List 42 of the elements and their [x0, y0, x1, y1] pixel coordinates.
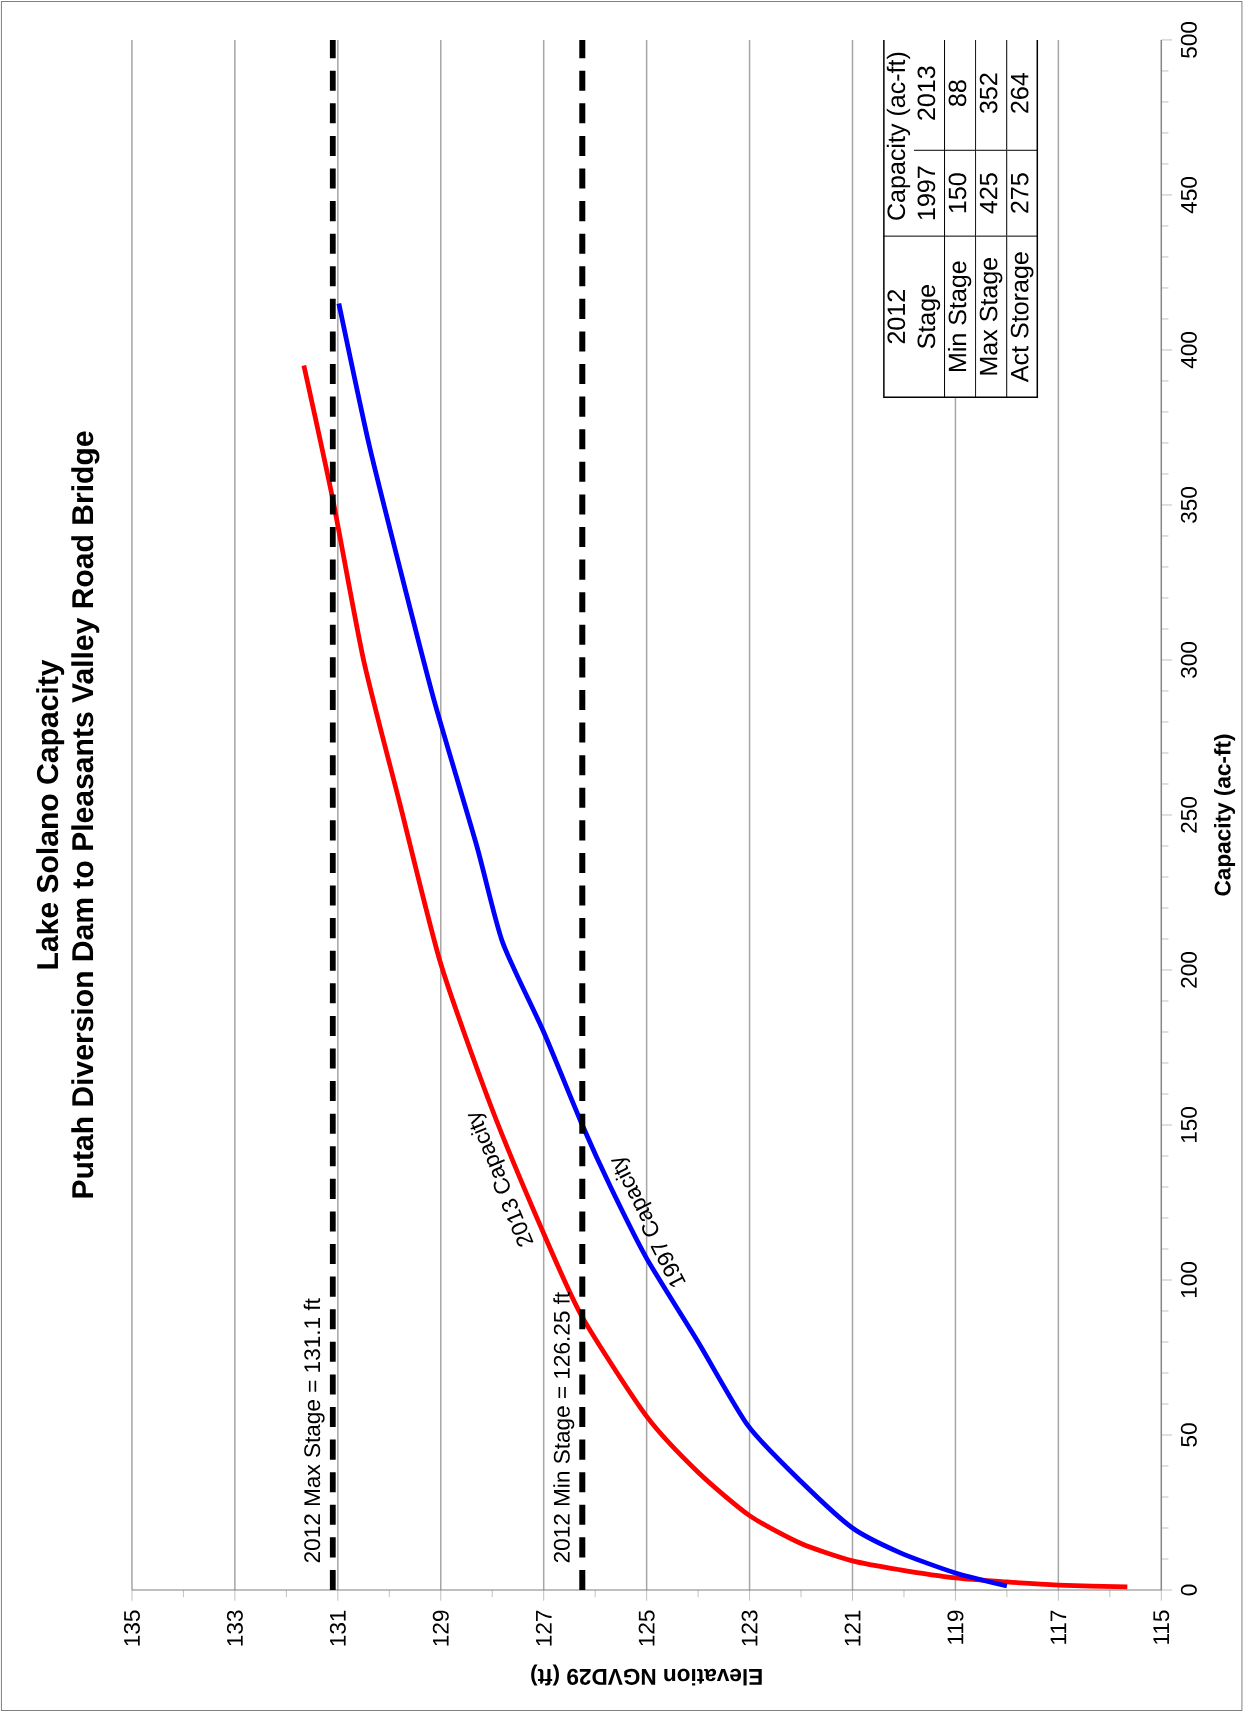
ref-line-label: 2012 Max Stage = 131.1 ft [303, 1298, 325, 1563]
y-axis-title: Capacity (ac-ft) [1213, 734, 1235, 896]
annotation: 150 [948, 173, 967, 213]
annotation: 88 [948, 80, 967, 107]
x-tick-label: 123 [741, 1610, 758, 1646]
text: Lake Solano Capacity [35, 659, 65, 969]
annotation: Max Stage [979, 257, 1003, 375]
y-tick-label: 350 [1180, 487, 1197, 523]
annotation: Min Stage [947, 261, 972, 372]
text: Putah Diversion Dam to Pleasants Valley Road Bridge [71, 431, 100, 1198]
annotation: 2013 [917, 66, 936, 120]
annotation: Stage [917, 285, 941, 349]
y-tick-label: 300 [1180, 642, 1197, 678]
x-tick-label: 117 [1050, 1610, 1066, 1644]
annotation: 425 [979, 173, 998, 214]
annotation: 275 [1010, 173, 1029, 213]
x-tick-label: 115 [1153, 1610, 1170, 1644]
y-tick-label: 50 [1180, 1423, 1197, 1447]
x-tick-label: 119 [947, 1610, 964, 1644]
annotation: 2012 [887, 290, 905, 344]
annotation: 264 [1010, 73, 1029, 113]
y-tick-label: 400 [1180, 332, 1197, 369]
annotation: Capacity (ac-ft) [886, 52, 910, 220]
annotation: 352 [979, 73, 998, 114]
y-tick-label: 250 [1180, 797, 1197, 833]
y-tick-label: 0 [1180, 1584, 1197, 1596]
x-tick-label: 127 [535, 1610, 552, 1646]
x-tick-label: 135 [123, 1610, 140, 1646]
ref-line-label: 2012 Min Stage = 126.25 ft [553, 1292, 575, 1563]
annotation: Act Storage [1010, 252, 1034, 383]
y-tick-label: 450 [1180, 177, 1197, 214]
x-tick-label: 133 [226, 1610, 243, 1646]
y-tick-label: 150 [1180, 1107, 1197, 1143]
x-tick-label: 121 [844, 1610, 861, 1646]
x-tick-label: 129 [432, 1610, 449, 1646]
x-tick-label: 125 [638, 1610, 655, 1646]
y-tick-label: 100 [1180, 1262, 1197, 1298]
y-tick-label: 200 [1180, 952, 1197, 988]
x-axis-title: Elevation NGVD29 (ft) [530, 1664, 762, 1686]
annotation: 1997 [917, 166, 936, 220]
x-tick-label: 131 [329, 1610, 346, 1646]
y-tick-label: 500 [1180, 21, 1197, 58]
